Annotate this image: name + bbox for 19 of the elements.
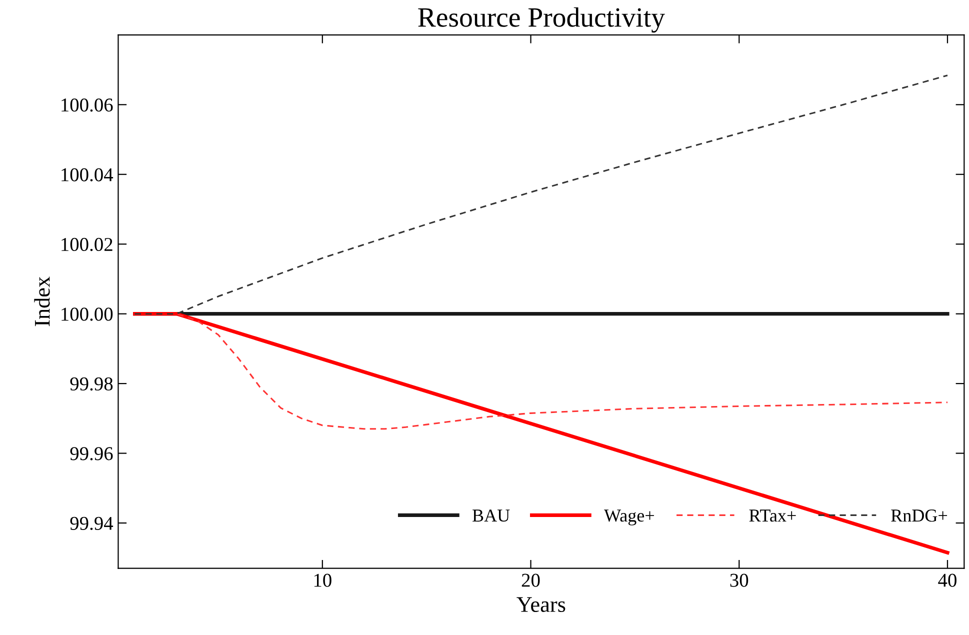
x-tick-label: 20 xyxy=(522,574,540,587)
legend-label: RnDG+ xyxy=(891,510,948,522)
legend-label: BAU xyxy=(472,510,510,522)
x-axis-title: Years xyxy=(516,597,566,612)
x-tick-label: 10 xyxy=(314,574,332,587)
y-tick-label: 100.02 xyxy=(62,238,112,252)
y-tick-label: 99.96 xyxy=(70,447,113,460)
y-tick-label: 99.94 xyxy=(70,516,114,530)
line-series xyxy=(134,74,948,315)
y-tick-label: 99.98 xyxy=(70,377,113,391)
y-axis-title: Index xyxy=(34,276,50,326)
x-tick-label: 40 xyxy=(938,574,956,587)
y-tick-label: 100.06 xyxy=(62,98,113,112)
legend-label: Wage+ xyxy=(604,510,654,526)
legend-label: RTax+ xyxy=(749,510,796,522)
y-tick-label: 100.04 xyxy=(62,168,114,182)
x-tick-label: 30 xyxy=(730,574,748,587)
y-tick-label: 100.00 xyxy=(62,308,113,321)
chart-title: Resource Productivity xyxy=(418,7,665,33)
